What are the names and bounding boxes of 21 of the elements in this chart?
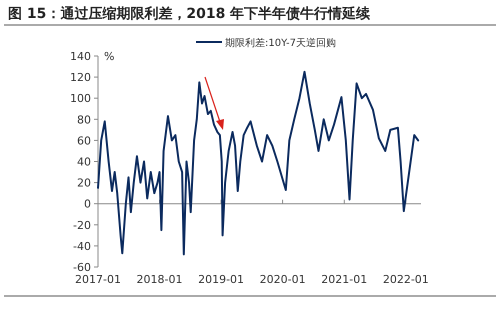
x-tick-label: 2022-01 [382, 273, 429, 286]
y-tick-label: -20 [73, 218, 91, 232]
x-tick-label: 2020-01 [260, 273, 306, 286]
y-tick-label: 0 [84, 198, 91, 211]
y-axis-title: % [104, 50, 114, 63]
line-series [97, 70, 420, 256]
y-tick-label: 20 [77, 176, 91, 190]
y-tick-label: 60 [77, 134, 91, 148]
y-tick-label: -60 [73, 261, 91, 274]
chart-title: 图 15：通过压缩期限利差，2018 年下半年债牛行情延续 [8, 5, 372, 22]
x-tick-label: 2018-01 [136, 273, 183, 286]
legend-label: 期限利差:10Y-7天逆回购 [225, 37, 336, 49]
x-tick-label: 2019-01 [198, 273, 244, 286]
y-tick-label: 140 [70, 50, 91, 63]
x-tick-label: 2017-01 [75, 273, 121, 286]
y-tick-label: -40 [73, 240, 91, 253]
y-tick-label: 40 [77, 156, 91, 168]
y-tick-label: 120 [70, 71, 91, 84]
y-tick-label: 100 [70, 92, 91, 106]
x-tick-label: 2021-01 [321, 273, 368, 286]
y-tick-label: 80 [77, 113, 91, 126]
